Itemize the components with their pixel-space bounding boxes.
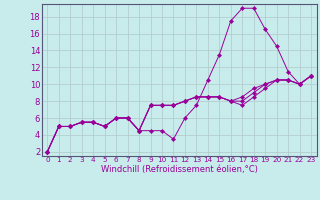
X-axis label: Windchill (Refroidissement éolien,°C): Windchill (Refroidissement éolien,°C) — [101, 165, 258, 174]
